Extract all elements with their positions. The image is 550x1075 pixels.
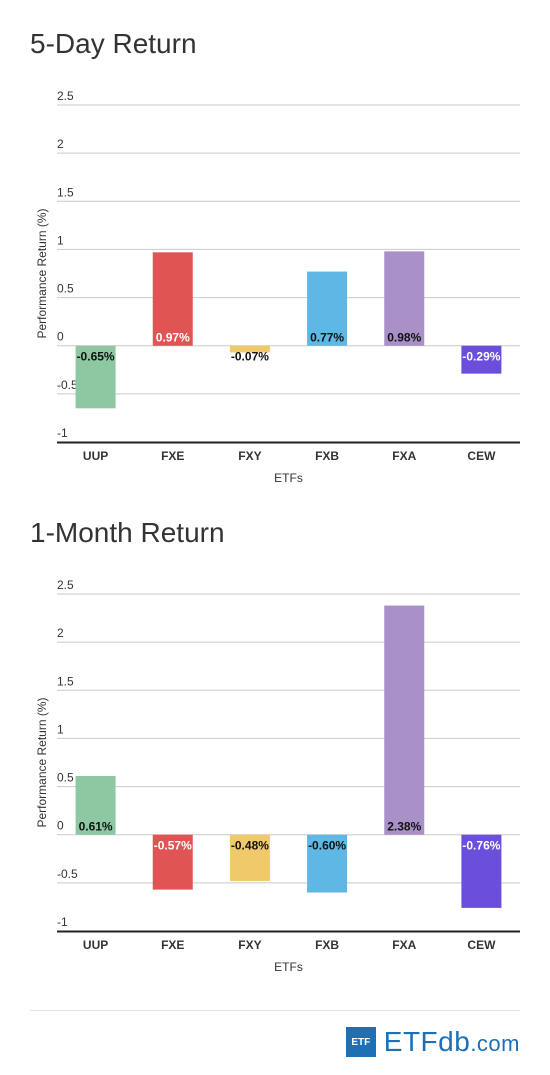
y-tick-label: -0.5 <box>57 378 78 392</box>
y-tick-label: -1 <box>57 426 68 440</box>
y-tick-label: 1.5 <box>57 674 74 688</box>
y-tick-label: 0.5 <box>57 282 74 296</box>
x-tick-label: UUP <box>83 449 108 463</box>
x-tick-label: CEW <box>467 938 496 952</box>
x-tick-label: FXB <box>315 449 339 463</box>
logo-etf-text: ETF <box>383 1026 439 1057</box>
y-tick-label: -0.5 <box>57 867 78 881</box>
x-tick-label: FXY <box>238 938 261 952</box>
y-axis-label: Performance Return (%) <box>35 208 49 338</box>
chart-5-day-return: 2.5 2 1.5 1 0.5 0 -0.5 -1 Performance Return (%)… <box>35 89 520 485</box>
y-tick-label: 0.5 <box>57 771 74 785</box>
chart-title-1-month: 1-Month Return <box>30 517 225 548</box>
x-tick-label: FXB <box>315 938 339 952</box>
footer-divider <box>30 1010 520 1011</box>
y-tick-label: 0 <box>57 330 64 344</box>
bar-fxe <box>152 252 193 346</box>
x-tick-label: UUP <box>83 938 108 952</box>
data-label-fxe: 0.97% <box>156 331 190 345</box>
y-tick-label: 2.5 <box>57 578 74 592</box>
bar-fxe <box>152 834 193 890</box>
x-tick-label: CEW <box>467 449 496 463</box>
bar-cew <box>461 834 502 908</box>
y-tick-label: -1 <box>57 915 68 929</box>
data-label-fxy: -0.07% <box>231 350 269 364</box>
y-tick-label: 1 <box>57 722 64 736</box>
data-label-fxa: 2.38% <box>387 820 421 834</box>
x-tick-label: FXE <box>161 449 184 463</box>
etf-logo-box: ETF <box>345 1027 376 1057</box>
bar-fxb <box>307 834 348 893</box>
logo-db-text: db <box>438 1026 471 1057</box>
y-tick-label: 2 <box>57 626 64 640</box>
x-tick-label: FXA <box>392 938 416 952</box>
y-tick-label: 1 <box>57 233 64 247</box>
data-label-cew: -0.76% <box>462 839 500 853</box>
logo-wordmark: ETFdb.com <box>384 1026 520 1058</box>
data-label-fxb: 0.77% <box>310 331 344 345</box>
bar-fxa <box>384 251 425 346</box>
y-tick-label: 1.5 <box>57 185 74 199</box>
chart-title-5-day: 5-Day Return <box>30 28 197 59</box>
bar-fxy <box>229 345 270 353</box>
y-tick-label: 0 <box>57 819 64 833</box>
logo-com-text: .com <box>470 1031 520 1056</box>
data-label-uup: -0.65% <box>77 350 115 364</box>
y-tick-label: 2 <box>57 137 64 151</box>
data-label-fxy: -0.48% <box>231 839 269 853</box>
bar-cew <box>461 345 502 374</box>
x-tick-label: FXA <box>392 449 416 463</box>
bar-uup <box>75 345 116 409</box>
x-axis-label: ETFs <box>274 960 303 974</box>
data-label-fxa: 0.98% <box>387 331 421 345</box>
x-tick-label: FXY <box>238 449 261 463</box>
bar-fxa <box>384 605 425 835</box>
data-label-cew: -0.29% <box>462 350 500 364</box>
y-axis-label: Performance Return (%) <box>35 697 49 827</box>
data-label-fxe: -0.57% <box>154 839 192 853</box>
y-tick-label: 2.5 <box>57 89 74 103</box>
bar-fxy <box>229 834 270 881</box>
data-label-fxb: -0.60% <box>308 839 346 853</box>
bar-fxb <box>307 271 348 346</box>
bar-uup <box>75 775 116 835</box>
x-axis-label: ETFs <box>274 471 303 485</box>
x-tick-label: FXE <box>161 938 184 952</box>
chart-1-month-return: 2.5 2 1.5 1 0.5 0 -0.5 -1 Performance Return (%)… <box>35 578 520 974</box>
etfdb-logo[interactable]: ETF ETFdb.com <box>345 1026 520 1058</box>
data-label-uup: 0.61% <box>79 820 113 834</box>
